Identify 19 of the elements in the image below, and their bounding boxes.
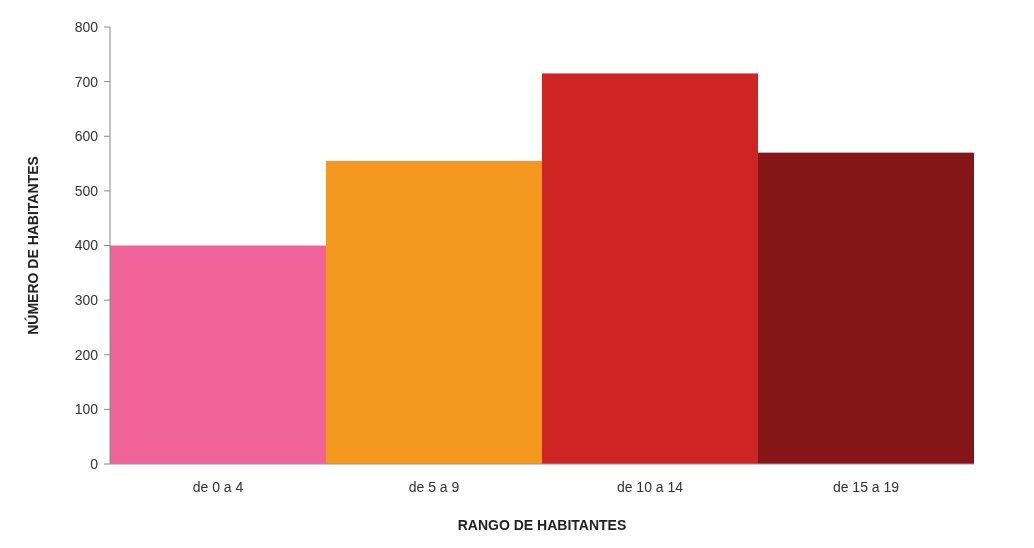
y-tick-label: 400 <box>74 237 99 254</box>
y-axis-title: NÚMERO DE HABITANTES <box>24 156 41 335</box>
bar <box>110 245 326 464</box>
bar <box>758 152 974 464</box>
y-tick-label: 600 <box>74 128 99 145</box>
x-tick-label: de 0 a 4 <box>192 479 244 495</box>
y-tick-label: 200 <box>74 346 99 363</box>
y-tick-label: 700 <box>74 73 99 90</box>
y-tick-label: 500 <box>74 182 99 199</box>
y-tick-label: 100 <box>74 401 99 418</box>
x-axis-title: RANGO DE HABITANTES <box>457 517 627 533</box>
y-tick-label: 800 <box>74 18 99 35</box>
x-tick-label: de 10 a 14 <box>616 479 684 495</box>
y-tick-label: 300 <box>74 292 99 309</box>
x-tick-label: de 15 a 19 <box>832 479 900 495</box>
bar <box>326 160 542 464</box>
x-tick-label: de 5 a 9 <box>408 479 460 495</box>
y-tick-label: 0 <box>90 455 99 472</box>
bar <box>542 73 758 464</box>
